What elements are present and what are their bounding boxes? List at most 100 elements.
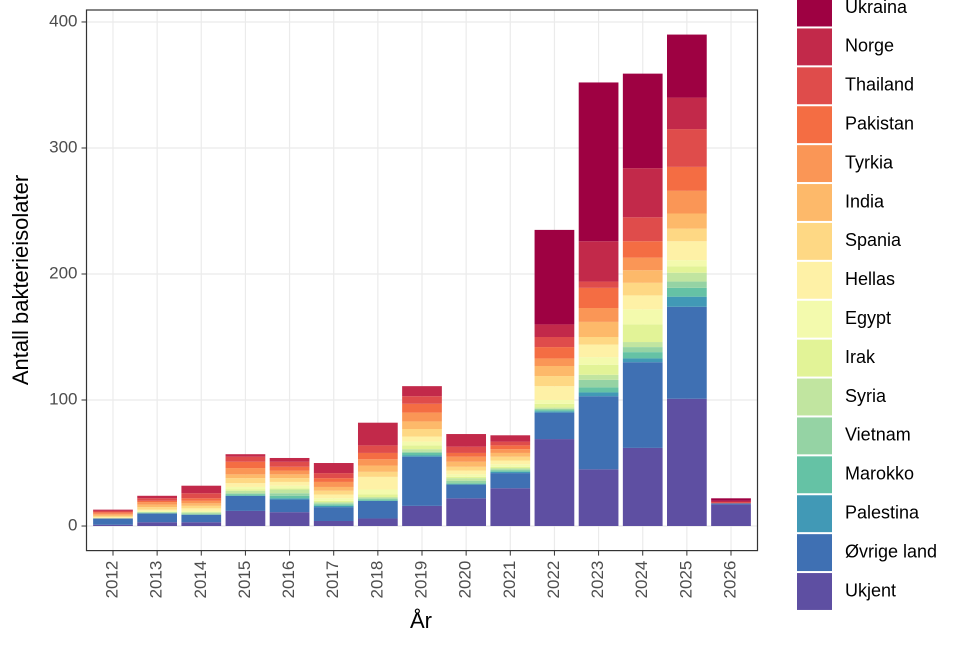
bar-segment — [490, 470, 531, 472]
bar-segment — [225, 468, 266, 475]
bar-segment — [446, 434, 487, 447]
bar-segment — [402, 436, 442, 442]
bar-segment — [622, 358, 663, 363]
bar-segment — [313, 504, 354, 506]
bar-segment — [578, 241, 619, 282]
bar-segment — [490, 441, 531, 446]
bar-segment — [357, 459, 398, 466]
legend-key — [797, 106, 832, 144]
bar-segment — [93, 524, 133, 527]
y-tick-label: 400 — [49, 11, 77, 30]
legend-label: Hellas — [845, 269, 895, 289]
bar-segment — [313, 481, 354, 487]
bar-segment — [578, 364, 619, 375]
legend-key — [797, 28, 832, 66]
bar-segment — [93, 517, 133, 519]
bar-segment — [269, 512, 310, 527]
bar-segment — [402, 412, 442, 422]
bar-segment — [357, 498, 398, 500]
bar-segment — [534, 376, 575, 387]
bar-segment — [357, 452, 398, 460]
bar-segment — [578, 321, 619, 338]
bar-segment — [269, 466, 310, 471]
legend-key — [797, 0, 832, 27]
bar-segment — [93, 518, 133, 525]
bar-segment — [622, 270, 663, 283]
bar-segment — [446, 476, 487, 479]
bar-segment — [225, 489, 266, 491]
bar-segment — [313, 478, 354, 482]
bar-segment — [181, 514, 222, 523]
bar-segment — [402, 441, 442, 446]
legend-label: Vietnam — [845, 425, 911, 445]
x-tick-label: 2021 — [500, 561, 519, 599]
legend-key — [797, 534, 832, 572]
bar-segment — [622, 241, 663, 258]
bar-segment — [622, 352, 663, 359]
bar-segment — [534, 408, 575, 411]
bar-segment — [578, 344, 619, 358]
bar-segment — [667, 213, 707, 229]
bar-segment — [313, 494, 354, 499]
legend-label: Ukjent — [845, 580, 896, 600]
y-tick-label: 200 — [49, 263, 77, 282]
bar-segment — [313, 490, 354, 495]
bar-segment — [667, 398, 707, 527]
bar-segment — [402, 455, 442, 457]
legend-key — [797, 417, 832, 455]
bar-segment — [490, 473, 531, 489]
bar-segment — [225, 461, 266, 469]
bar-segment — [402, 396, 442, 404]
bar-segment — [490, 456, 531, 461]
bar-segment — [225, 486, 266, 490]
bar-segment — [534, 439, 575, 527]
bar-segment — [93, 510, 133, 513]
bar-segment — [622, 73, 663, 169]
y-axis-title: Antall bakterieisolater — [8, 175, 33, 385]
bar-segment — [269, 478, 310, 482]
x-tick-label: 2022 — [544, 561, 563, 599]
legend-key — [797, 222, 832, 260]
x-tick-label: 2013 — [147, 561, 166, 599]
bar-segment — [446, 483, 487, 485]
bar-segment — [490, 466, 531, 469]
bar-segment — [402, 451, 442, 453]
bar-segment — [225, 490, 266, 494]
bar-segment — [622, 282, 663, 296]
bar-segment — [181, 503, 222, 506]
bar-segment — [93, 509, 133, 511]
bar-segment — [225, 474, 266, 479]
x-tick-label: 2016 — [279, 561, 298, 599]
bar-segment — [578, 392, 619, 397]
bar-segment — [402, 452, 442, 456]
bar-segment — [667, 260, 707, 267]
legend-label: Irak — [845, 347, 876, 367]
legend-key — [797, 67, 832, 105]
bar-segment — [711, 498, 751, 501]
legend-key — [797, 378, 832, 416]
bar-segment — [446, 466, 487, 471]
bar-segment — [622, 168, 663, 218]
bar-segment — [667, 241, 707, 261]
bar-segment — [446, 484, 487, 499]
bar-segment — [313, 498, 354, 501]
x-tick-label: 2018 — [367, 561, 386, 599]
bar-segment — [490, 464, 531, 467]
bar-segment — [622, 217, 663, 242]
bar-segment — [225, 510, 266, 527]
bar-segment — [490, 445, 531, 450]
bar-segment — [357, 476, 398, 490]
bar-segment — [269, 474, 310, 479]
bar-segment — [534, 412, 575, 440]
bar-segment — [622, 309, 663, 325]
bar-segment — [667, 296, 707, 307]
bar-segment — [490, 435, 531, 442]
bar-segment — [490, 471, 531, 474]
bar-segment — [711, 502, 751, 504]
x-tick-label: 2012 — [102, 561, 121, 599]
bar-segment — [269, 493, 310, 496]
x-tick-label: 2024 — [632, 561, 651, 599]
bar-segment — [490, 468, 531, 470]
bar-segment — [357, 499, 398, 501]
